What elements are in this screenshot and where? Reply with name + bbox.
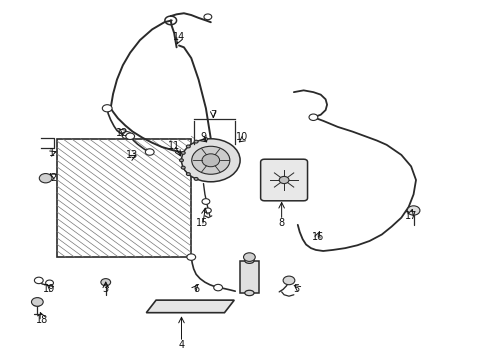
Ellipse shape (245, 290, 254, 296)
Circle shape (39, 174, 52, 183)
Circle shape (31, 298, 43, 306)
Circle shape (181, 166, 185, 169)
Ellipse shape (245, 258, 254, 264)
Circle shape (194, 177, 198, 180)
Text: 7: 7 (210, 111, 217, 121)
Circle shape (244, 253, 255, 261)
Circle shape (181, 152, 185, 154)
Text: 2: 2 (50, 173, 56, 183)
Circle shape (34, 277, 43, 284)
Text: 15: 15 (196, 218, 209, 228)
Circle shape (202, 154, 220, 167)
Text: 16: 16 (312, 232, 324, 242)
Circle shape (181, 139, 240, 182)
Text: 12: 12 (116, 129, 128, 138)
Text: 18: 18 (36, 315, 49, 325)
Circle shape (279, 176, 289, 184)
Circle shape (283, 276, 295, 285)
Circle shape (202, 199, 210, 204)
Text: 5: 5 (293, 284, 299, 294)
FancyBboxPatch shape (261, 159, 308, 201)
Text: 8: 8 (279, 218, 285, 228)
Circle shape (186, 145, 190, 148)
Circle shape (204, 14, 212, 20)
Circle shape (122, 132, 132, 139)
Circle shape (214, 284, 222, 291)
Circle shape (101, 279, 111, 286)
Bar (240, 261, 259, 293)
Polygon shape (147, 300, 234, 313)
Circle shape (126, 133, 135, 139)
Circle shape (309, 114, 318, 121)
Circle shape (187, 254, 196, 260)
Text: 6: 6 (193, 284, 199, 294)
Text: 14: 14 (173, 32, 185, 41)
Circle shape (407, 206, 420, 215)
Text: 19: 19 (44, 284, 56, 294)
Text: 3: 3 (103, 284, 109, 294)
Text: 17: 17 (405, 211, 417, 221)
Text: 13: 13 (125, 150, 138, 160)
Text: 9: 9 (200, 132, 206, 142)
Circle shape (186, 173, 190, 176)
Circle shape (204, 208, 211, 213)
Text: 10: 10 (237, 132, 249, 142)
Text: 4: 4 (178, 340, 185, 350)
Polygon shape (57, 139, 191, 257)
Circle shape (194, 140, 198, 143)
Text: 1: 1 (49, 148, 55, 158)
Circle shape (179, 159, 183, 162)
Text: 11: 11 (168, 141, 180, 151)
Circle shape (102, 105, 112, 112)
Circle shape (46, 280, 53, 286)
Circle shape (204, 138, 208, 140)
Circle shape (192, 146, 230, 174)
Circle shape (146, 149, 154, 155)
